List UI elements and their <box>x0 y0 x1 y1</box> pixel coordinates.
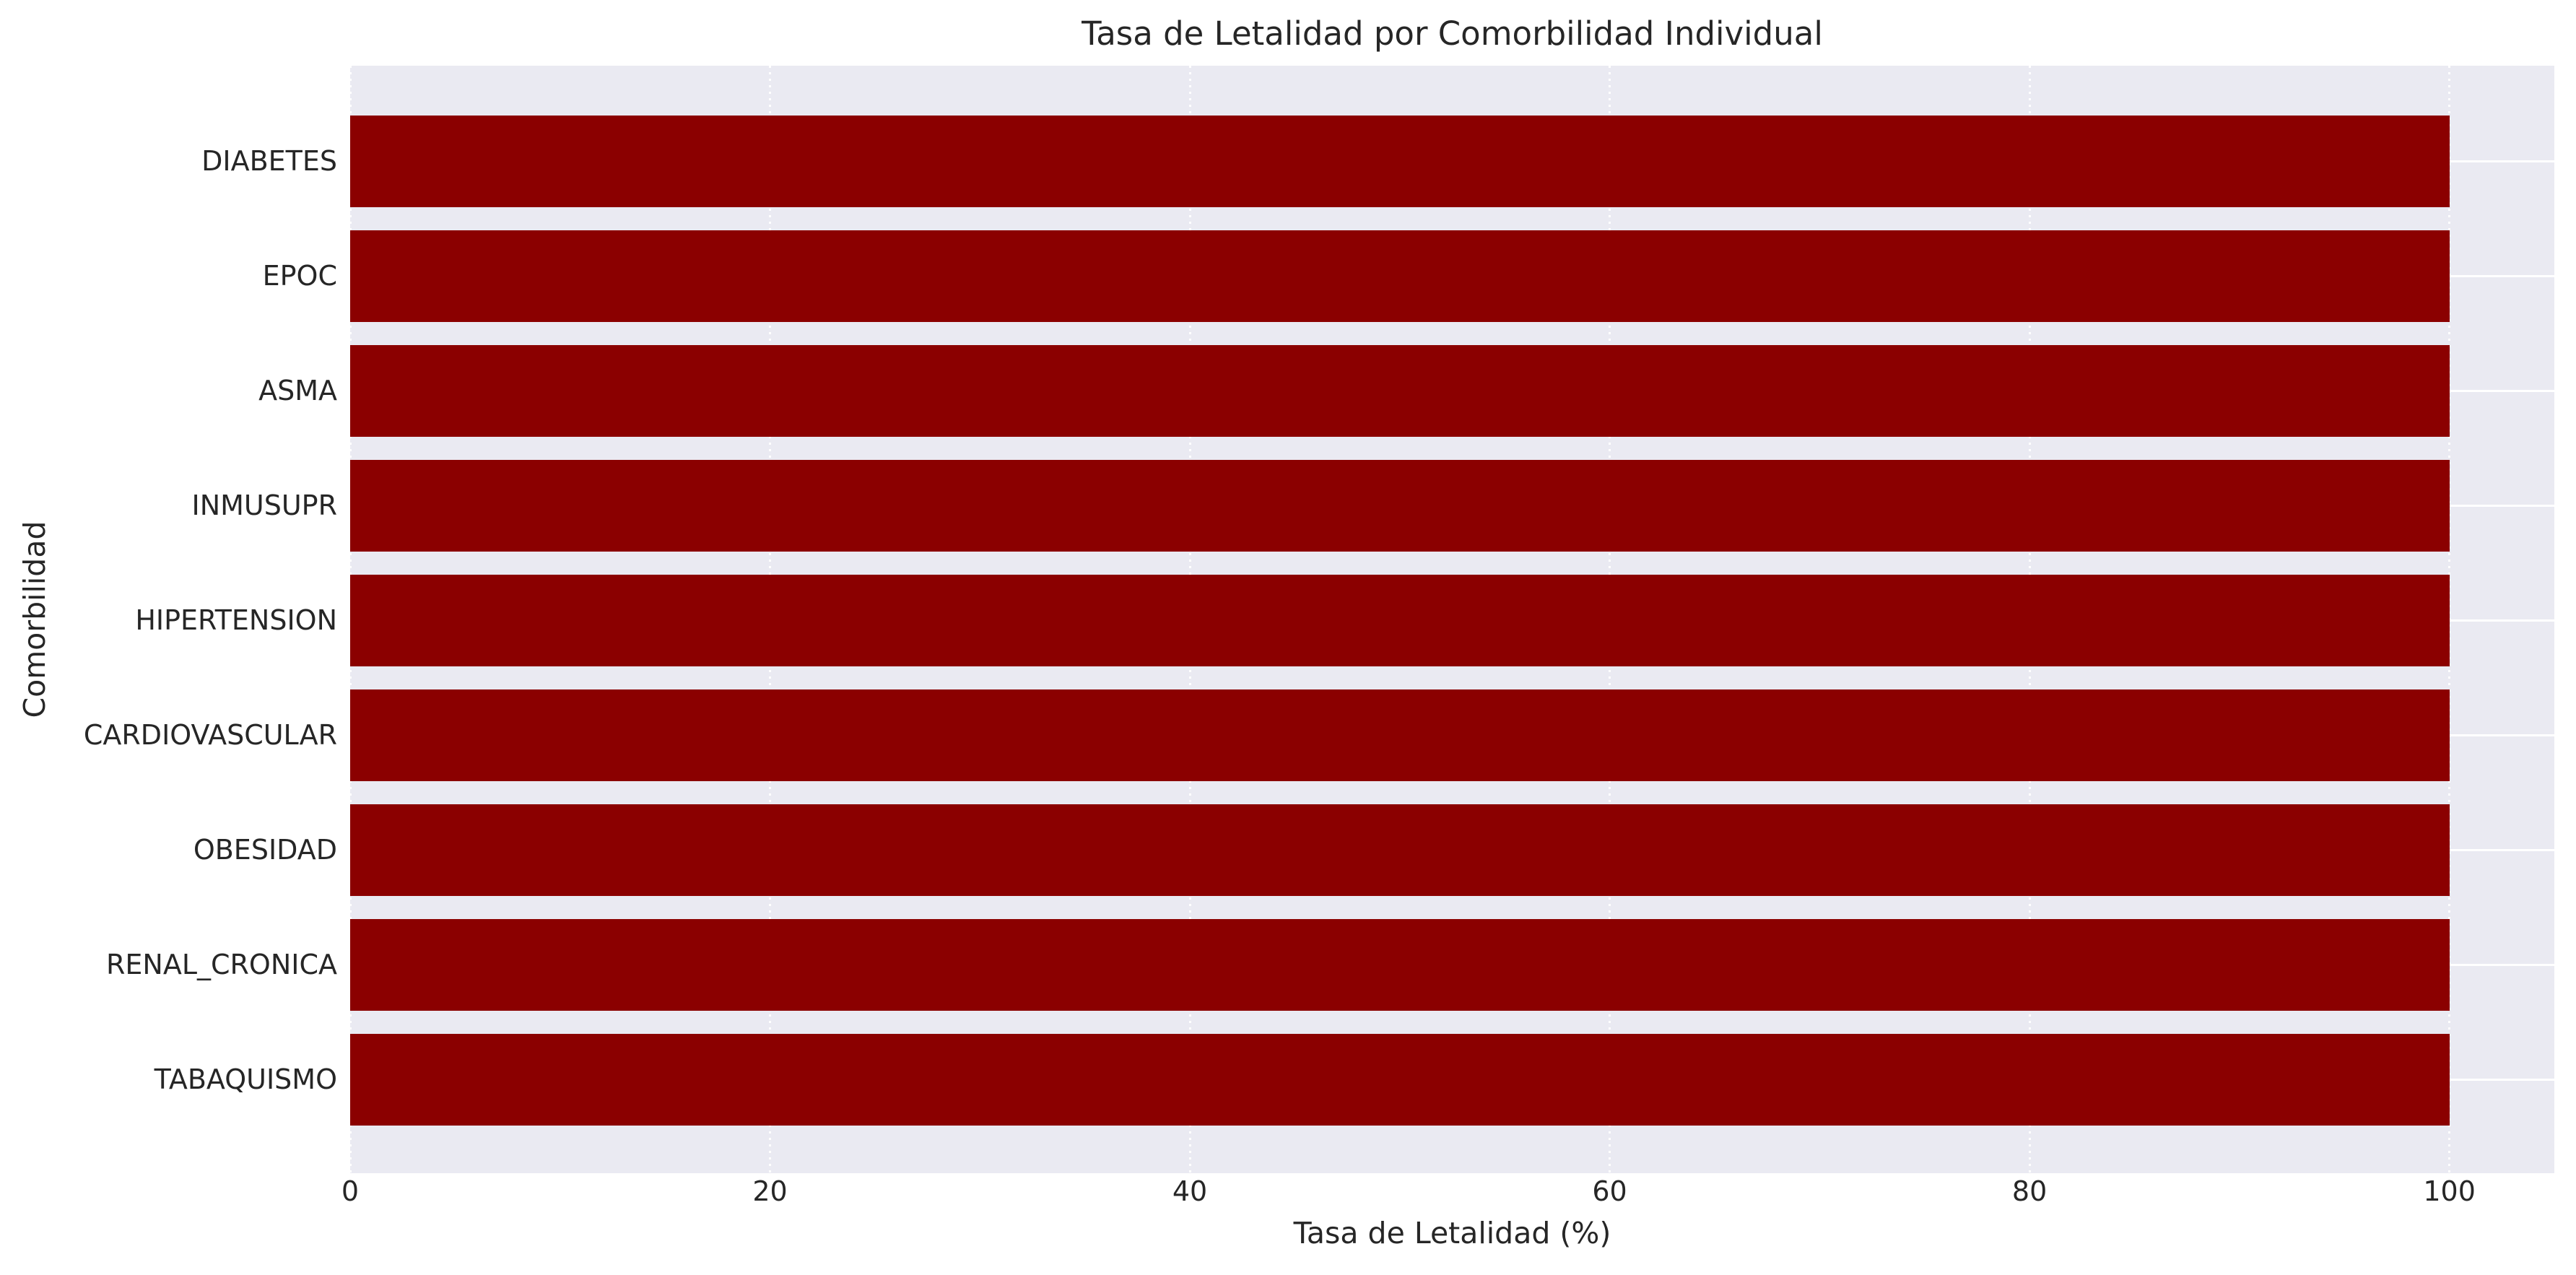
x-axis-title: Tasa de Letalidad (%) <box>1293 1216 1611 1250</box>
bar-obesidad <box>350 804 2450 896</box>
y-tick-label: OBESIDAD <box>193 834 337 866</box>
bar-tabaquismo <box>350 1033 2450 1126</box>
y-tick-label: DIABETES <box>201 145 337 177</box>
y-tick-label: TABAQUISMO <box>154 1063 337 1095</box>
x-tick-label: 100 <box>2423 1175 2476 1207</box>
y-tick-label: HIPERTENSION <box>135 604 337 636</box>
bar-hipertension <box>350 574 2450 666</box>
bar-epoc <box>350 230 2450 322</box>
plot-area <box>350 66 2554 1173</box>
y-tick-label: EPOC <box>262 260 337 292</box>
y-tick-label: ASMA <box>258 375 337 406</box>
y-tick-label: CARDIOVASCULAR <box>83 719 337 751</box>
y-tick-label: RENAL_CRONICA <box>105 949 337 980</box>
chart-title: Tasa de Letalidad por Comorbilidad Indiv… <box>1082 14 1823 53</box>
bar-cardiovascular <box>350 689 2450 781</box>
bar-diabetes <box>350 115 2450 207</box>
x-tick-label: 40 <box>1172 1175 1208 1207</box>
x-tick-label: 0 <box>341 1175 360 1207</box>
y-tick-label: INMUSUPR <box>191 489 338 521</box>
x-tick-label: 80 <box>2011 1175 2048 1207</box>
bar-asma <box>350 344 2450 437</box>
bar-inmusupr <box>350 459 2450 552</box>
x-tick-label: 60 <box>1592 1175 1627 1207</box>
bar-renal_cronica <box>350 918 2450 1011</box>
x-tick-label: 20 <box>752 1175 788 1207</box>
